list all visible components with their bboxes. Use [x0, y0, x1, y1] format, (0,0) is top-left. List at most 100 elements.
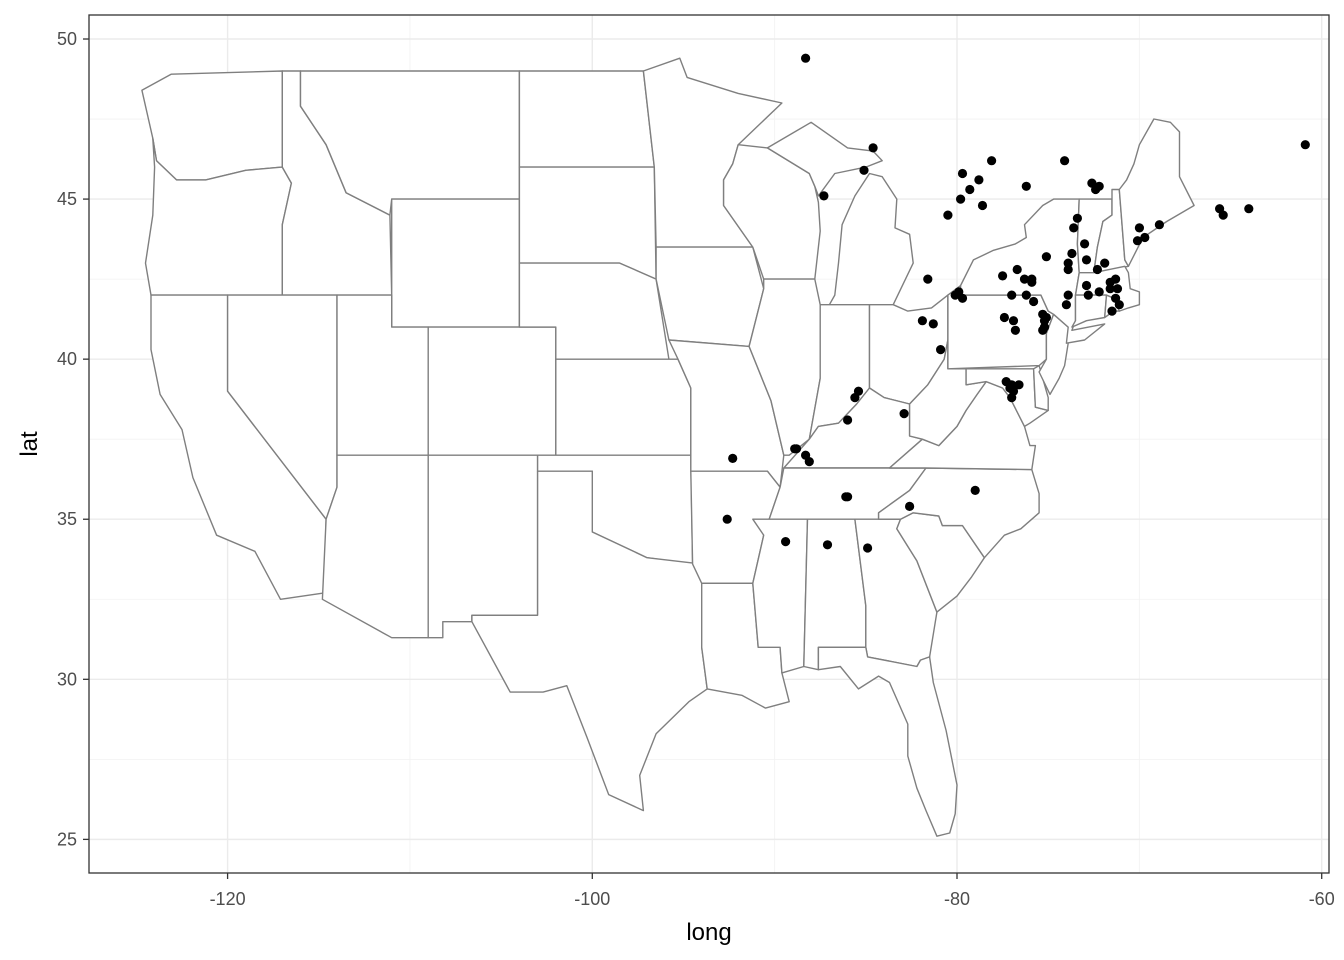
x-axis-title: long	[686, 919, 731, 946]
data-point	[1021, 290, 1031, 300]
y-tick-label: 50	[57, 29, 77, 49]
state-new-mexico	[427, 454, 539, 639]
data-point	[1154, 220, 1164, 230]
data-point	[1087, 178, 1097, 188]
data-point	[1038, 325, 1048, 335]
state-iowa	[655, 246, 765, 348]
data-point	[1069, 223, 1079, 233]
data-point	[1080, 239, 1090, 249]
data-point	[850, 393, 860, 403]
data-point	[1067, 248, 1077, 259]
data-point	[899, 409, 909, 419]
data-point	[859, 165, 869, 175]
x-tick-label: -120	[210, 889, 246, 909]
data-point	[801, 53, 811, 63]
data-point	[943, 210, 953, 220]
data-point	[974, 175, 984, 185]
data-point	[1114, 300, 1124, 310]
data-point	[1019, 274, 1030, 284]
state-florida	[817, 646, 958, 837]
y-tick-label: 45	[57, 189, 77, 209]
data-point	[1041, 312, 1051, 323]
data-point	[819, 191, 829, 201]
data-point	[999, 312, 1010, 323]
data-point	[957, 168, 968, 179]
data-point	[1060, 156, 1070, 166]
data-point	[1092, 264, 1102, 275]
data-point	[843, 415, 853, 425]
data-point	[1132, 236, 1143, 246]
data-point	[1021, 181, 1031, 191]
panel-border	[88, 14, 1330, 874]
data-point	[1007, 290, 1017, 300]
data-point	[1041, 252, 1051, 262]
data-point	[1134, 223, 1144, 233]
data-point	[1061, 300, 1071, 310]
state-colorado	[427, 326, 557, 456]
data-point	[957, 293, 968, 303]
y-axis: 25 30 35 40 45 50	[57, 29, 89, 849]
data-point	[928, 319, 938, 329]
data-point	[923, 274, 933, 284]
data-point	[863, 543, 873, 553]
data-point	[1072, 213, 1082, 223]
data-point	[1063, 258, 1073, 268]
data-point	[1081, 255, 1092, 265]
data-point	[1094, 181, 1104, 191]
data-point	[917, 316, 928, 326]
data-point	[1140, 232, 1150, 243]
data-point	[728, 453, 738, 463]
data-point	[722, 514, 732, 524]
data-point	[1063, 290, 1073, 300]
data-point	[1112, 284, 1123, 294]
state-north-dakota	[518, 70, 655, 168]
data-point	[977, 200, 988, 211]
data-points	[722, 53, 1310, 553]
data-point	[965, 184, 975, 195]
data-point	[1107, 306, 1117, 316]
data-point	[1105, 284, 1115, 294]
state-illinois	[748, 278, 821, 456]
y-tick-label: 35	[57, 509, 77, 529]
data-point	[998, 271, 1008, 281]
data-point	[905, 501, 915, 511]
data-point	[970, 485, 980, 495]
data-point	[956, 194, 966, 204]
y-axis-title: lat	[16, 431, 43, 457]
state-washington	[141, 70, 283, 181]
x-tick-label: -80	[944, 889, 970, 909]
data-point	[1094, 287, 1104, 297]
y-tick-label: 40	[57, 349, 77, 369]
data-point	[843, 492, 853, 502]
data-point	[987, 156, 997, 166]
data-point	[1005, 383, 1015, 393]
data-point	[950, 290, 960, 300]
state-texas	[471, 470, 708, 812]
y-tick-label: 25	[57, 829, 77, 849]
data-point	[1081, 280, 1092, 291]
data-point	[1007, 393, 1017, 403]
data-point	[822, 540, 833, 550]
data-point	[868, 143, 878, 153]
data-point	[804, 457, 814, 467]
state-south-dakota	[518, 166, 657, 280]
x-axis: -120 -100 -80 -60	[210, 873, 1335, 909]
state-kansas	[555, 358, 692, 456]
data-point	[1111, 274, 1121, 284]
data-point	[781, 537, 791, 547]
data-point	[1244, 204, 1254, 214]
data-point	[1008, 316, 1019, 326]
data-point	[936, 345, 946, 355]
data-point	[1300, 140, 1310, 150]
data-point	[1012, 264, 1022, 275]
data-point	[1014, 380, 1024, 390]
data-point	[1063, 264, 1073, 275]
y-tick-label: 30	[57, 669, 77, 689]
state-boundaries	[141, 57, 1195, 837]
data-point	[1029, 296, 1039, 307]
data-point	[1010, 325, 1021, 335]
x-tick-label: -60	[1309, 889, 1335, 909]
data-point	[1083, 290, 1093, 300]
state-wyoming	[391, 198, 521, 328]
